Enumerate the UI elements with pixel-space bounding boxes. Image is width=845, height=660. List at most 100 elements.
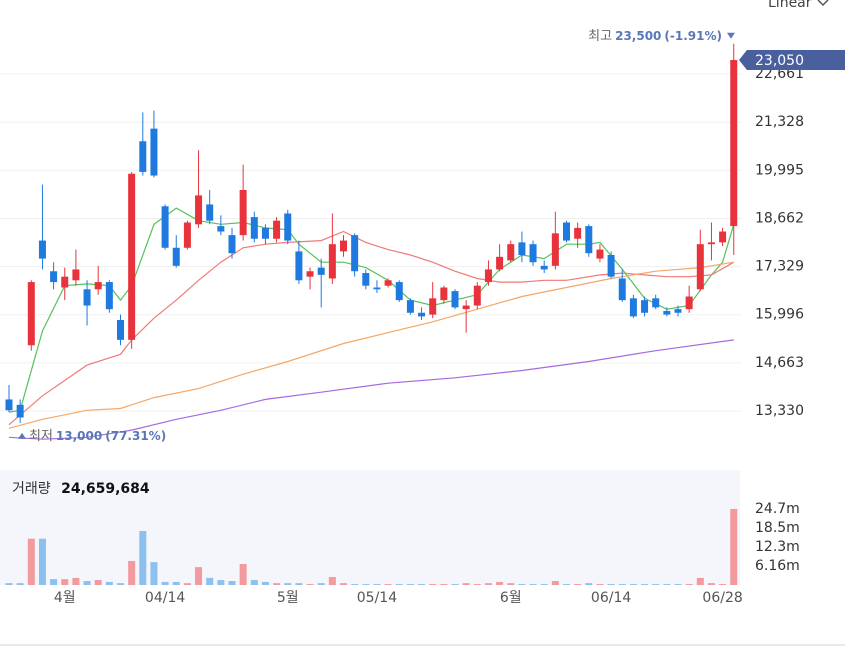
candle-body bbox=[406, 300, 414, 313]
volume-bar bbox=[685, 584, 693, 585]
high-marker-arrow bbox=[727, 32, 735, 39]
volume-tick-label: 12.3m bbox=[755, 539, 800, 555]
volume-bar bbox=[429, 584, 437, 585]
candle-body bbox=[161, 206, 169, 248]
volume-tick-label: 6.16m bbox=[755, 558, 800, 574]
volume-bar bbox=[384, 584, 392, 585]
candle-body bbox=[139, 141, 147, 172]
candle-body bbox=[563, 222, 570, 241]
volume-title: 거래량 24,659,684 bbox=[12, 481, 150, 497]
volume-bar bbox=[61, 579, 69, 585]
volume-bar bbox=[629, 584, 637, 585]
y-tick-label: 21,328 bbox=[755, 114, 804, 130]
candle-body bbox=[596, 249, 604, 259]
y-tick-label: 14,663 bbox=[755, 355, 804, 371]
candle-body bbox=[685, 296, 693, 310]
volume-bar bbox=[27, 538, 35, 585]
volume-bar bbox=[362, 584, 370, 585]
candle-body bbox=[395, 282, 403, 301]
candle-body bbox=[730, 60, 738, 227]
volume-bar bbox=[551, 580, 559, 585]
candle-body bbox=[94, 282, 102, 290]
low-marker-value: 13,000 bbox=[56, 428, 102, 442]
scale-mode[interactable]: Linear bbox=[768, 0, 812, 11]
volume-bar bbox=[529, 584, 537, 585]
volume-bar bbox=[83, 580, 91, 585]
candle-body bbox=[172, 247, 180, 266]
high-marker-value: 23,500 bbox=[615, 28, 661, 42]
candle-body bbox=[429, 298, 437, 315]
volume-bar bbox=[496, 581, 504, 585]
candle-body bbox=[641, 300, 649, 313]
volume-bar bbox=[150, 562, 158, 585]
candle-body bbox=[183, 222, 191, 248]
volume-tick-label: 24.7m bbox=[755, 501, 800, 517]
candle-body bbox=[5, 399, 13, 411]
y-tick-label: 22,661 bbox=[755, 66, 804, 82]
volume-bar bbox=[574, 584, 582, 585]
candle-body bbox=[551, 233, 559, 266]
volume-bar bbox=[707, 583, 715, 585]
candle-body bbox=[16, 404, 24, 418]
y-tick-label: 19,995 bbox=[755, 162, 804, 178]
volume-bar bbox=[540, 584, 548, 585]
volume-bar bbox=[507, 583, 515, 585]
high-marker-change: (-1.91%) bbox=[664, 28, 722, 42]
volume-bar bbox=[473, 584, 481, 585]
volume-label: 거래량 bbox=[12, 481, 51, 497]
volume-bar bbox=[641, 584, 649, 585]
volume-bar bbox=[395, 584, 403, 585]
y-tick-label: 17,329 bbox=[755, 259, 804, 275]
candle-body bbox=[328, 244, 336, 279]
candle-body bbox=[150, 128, 158, 176]
candle-body bbox=[529, 244, 537, 263]
x-tick-label: 5월 bbox=[277, 590, 299, 606]
candle-body bbox=[261, 227, 269, 239]
volume-bar bbox=[284, 583, 292, 585]
volume-bar bbox=[217, 580, 225, 585]
volume-bar bbox=[406, 584, 414, 585]
candle-body bbox=[518, 242, 526, 255]
volume-bar bbox=[618, 584, 626, 585]
candle-body bbox=[629, 298, 637, 317]
candle-body bbox=[607, 254, 615, 277]
volume-bar bbox=[328, 576, 336, 585]
volume-bar bbox=[418, 584, 426, 585]
volume-bar bbox=[462, 583, 470, 585]
candle-body bbox=[195, 195, 203, 225]
volume-bar bbox=[295, 583, 303, 585]
candle-body bbox=[418, 312, 426, 317]
volume-bar bbox=[451, 584, 459, 585]
candle-body bbox=[83, 289, 91, 306]
volume-bar bbox=[38, 538, 46, 585]
candle-body bbox=[239, 190, 247, 236]
candle-body bbox=[373, 287, 381, 290]
candle-body bbox=[317, 267, 325, 275]
volume-bar bbox=[228, 580, 236, 585]
volume-bar bbox=[585, 583, 593, 585]
candle-body bbox=[105, 282, 113, 310]
candle-body bbox=[340, 240, 347, 252]
scale-mode-chevron[interactable] bbox=[817, 0, 829, 7]
candle-body bbox=[273, 220, 281, 239]
candle-body bbox=[38, 240, 46, 259]
x-tick-label: 4월 bbox=[54, 590, 76, 606]
candle-body bbox=[696, 244, 704, 290]
volume-bar bbox=[16, 583, 24, 585]
high-marker: 최고 23,500 (-1.91%) bbox=[588, 28, 722, 43]
moving-average-line bbox=[8, 339, 734, 440]
candle-body bbox=[250, 217, 258, 239]
volume-bar bbox=[183, 583, 191, 585]
candle-body bbox=[228, 235, 236, 254]
candle-body bbox=[128, 173, 136, 340]
volume-bar bbox=[607, 584, 615, 585]
candle-body bbox=[206, 204, 214, 221]
low-marker: 최저 13,000 (77.31%) bbox=[29, 428, 166, 443]
candle-body bbox=[295, 251, 303, 281]
x-tick-label: 6월 bbox=[500, 590, 522, 606]
candle-body bbox=[585, 226, 593, 254]
volume-bar bbox=[206, 577, 214, 585]
candle-body bbox=[663, 310, 671, 315]
volume-bar bbox=[484, 583, 492, 585]
